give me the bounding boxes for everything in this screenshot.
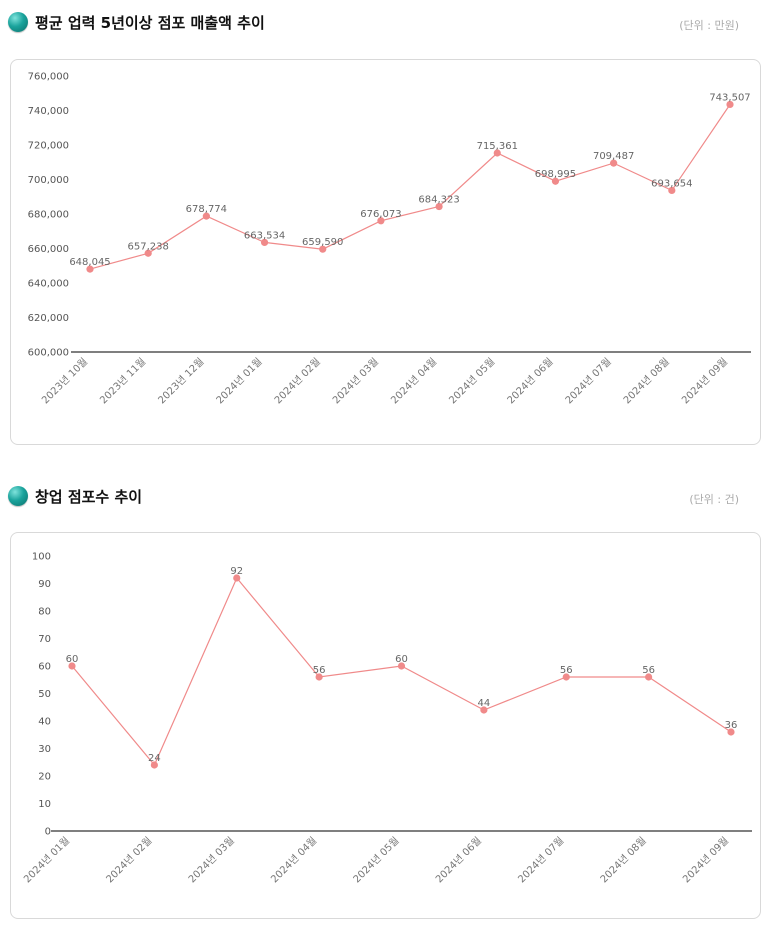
chart1-data-label: 709,487 (593, 151, 634, 162)
chart1-data-point[interactable] (202, 212, 210, 220)
chart2-data-point[interactable] (233, 574, 241, 582)
chart1-panel: 600,000 620,000 640,000 660,000 680,000 700,0… (10, 59, 761, 445)
chart2-y-tick-label: 30 (38, 744, 51, 755)
chart2-y-tick-label: 80 (38, 607, 51, 618)
chart2-data-label: 56 (313, 665, 326, 676)
chart2-data-point[interactable] (397, 662, 406, 670)
chart1-x-tick-label: 2024년 06월 (505, 356, 556, 407)
chart2-y-tick-label: 0 (45, 827, 51, 838)
chart1-series-line (89, 104, 731, 270)
chart1-y-tick-label: 760,000 (28, 72, 69, 83)
chart2-y-tick-label: 70 (38, 634, 51, 645)
chart2-data-point[interactable] (150, 761, 158, 769)
chart2-x-tick-label: 2024년 04월 (269, 835, 320, 886)
chart1-data-point[interactable] (86, 265, 94, 273)
chart1-x-tick-label: 2024년 02월 (272, 356, 323, 407)
chart2-y-tick-label: 100 (32, 552, 51, 563)
chart2-data-point[interactable] (645, 673, 653, 681)
chart2-data-label: 60 (66, 654, 79, 665)
chart2-x-tick-label: 2024년 03월 (186, 835, 237, 886)
section-bullet-icon (8, 486, 28, 506)
chart1-data-label: 743,507 (709, 92, 750, 103)
chart1-y-tick-label: 620,000 (28, 313, 69, 324)
chart2-data-point[interactable] (727, 728, 735, 736)
chart2-data-label: 60 (395, 654, 408, 665)
chart2-data-label: 24 (148, 753, 161, 764)
chart2-data-label: 44 (478, 698, 491, 709)
chart1-header: 평균 업력 5년이상 점포 매출액 추이 (단위 : 만원) (8, 11, 765, 37)
chart2-data-point[interactable] (562, 673, 570, 681)
chart2-data-label: 56 (642, 665, 655, 676)
chart2-panel: 0 10 20 30 40 50 60 70 80 90 100 2024년 01월 2024년 02월… (10, 532, 761, 919)
chart2-x-tick-label: 2024년 02월 (104, 835, 155, 886)
chart2-data-label: 92 (230, 566, 243, 577)
chart1-x-tick-label: 2024년 05월 (447, 356, 498, 407)
chart2-x-tick-label: 2024년 05월 (351, 835, 402, 886)
chart2-unit: (단위 : 건) (689, 493, 739, 506)
chart1-data-label: 693,654 (651, 178, 692, 189)
chart1-data-label: 715,361 (477, 141, 518, 152)
chart2-data-label: 56 (560, 665, 573, 676)
chart1-y-tick-label: 640,000 (28, 279, 69, 290)
chart1-x-tick-label: 2024년 07월 (563, 356, 614, 407)
chart2-data-point[interactable] (68, 662, 76, 670)
chart1-data-label: 663,534 (244, 230, 285, 241)
chart2-y-tick-label: 50 (38, 689, 51, 700)
chart1-data-point[interactable] (668, 186, 676, 195)
chart2-y-tick-label: 60 (38, 662, 51, 673)
chart1-data-label: 678,774 (186, 204, 227, 215)
chart1-data-point[interactable] (610, 159, 618, 167)
chart1-x-tick-label: 2024년 08월 (621, 356, 672, 407)
chart1-x-tick-label: 2024년 03월 (330, 356, 381, 407)
chart1-y-tick-label: 680,000 (28, 210, 69, 221)
chart2-y-tick-label: 10 (38, 799, 51, 810)
chart2-title: 창업 점포수 추이 (35, 488, 143, 506)
chart1-x-tick-label: 2024년 01월 (214, 356, 265, 407)
chart2-data-label: 36 (725, 720, 738, 731)
chart2-data-point[interactable] (480, 706, 488, 714)
chart1-data-point[interactable] (493, 149, 501, 157)
section-bullet-icon (8, 12, 28, 32)
chart2-header: 창업 점포수 추이 (단위 : 건) (8, 485, 765, 511)
chart1-x-tick-label: 2023년 12월 (156, 356, 207, 407)
chart1-y-tick-label: 740,000 (28, 106, 69, 117)
chart1-data-point[interactable] (319, 245, 327, 253)
chart2-y-tick-label: 20 (38, 772, 51, 783)
chart2-data-point[interactable] (315, 673, 323, 681)
chart1-data-point[interactable] (260, 238, 269, 247)
chart2-svg: 0 10 20 30 40 50 60 70 80 90 100 2024년 01월 2024년 02월… (21, 552, 752, 886)
chart1-data-label: 648,045 (69, 257, 110, 268)
chart1-y-tick-label: 600,000 (28, 348, 69, 359)
chart1-data-point[interactable] (377, 217, 385, 225)
chart1-title: 평균 업력 5년이상 점포 매출액 추이 (35, 14, 265, 32)
chart2-x-tick-label: 2024년 07월 (516, 835, 567, 886)
chart1-data-label: 676,073 (360, 209, 401, 220)
chart1-data-point[interactable] (144, 249, 152, 257)
chart1-data-label: 684,323 (418, 195, 459, 206)
chart1-data-point[interactable] (726, 100, 734, 109)
chart1-y-tick-label: 720,000 (28, 141, 69, 152)
chart2-y-tick-label: 40 (38, 717, 51, 728)
chart2-x-tick-label: 2024년 09월 (680, 835, 731, 886)
chart1-data-point[interactable] (435, 202, 443, 211)
chart2-x-tick-label: 2024년 06월 (433, 835, 484, 886)
chart1-x-tick-label: 2024년 09월 (679, 356, 730, 407)
chart1-x-tick-label: 2023년 10월 (39, 356, 90, 407)
chart1-data-label: 698,995 (535, 169, 576, 180)
chart2-y-tick-label: 90 (38, 579, 51, 590)
chart1-svg: 600,000 620,000 640,000 660,000 680,000 700,0… (28, 72, 751, 407)
chart1-data-label: 657,238 (128, 241, 169, 252)
chart2-x-tick-label: 2024년 01월 (21, 835, 72, 886)
chart1-data-point[interactable] (551, 177, 560, 185)
chart1-x-tick-label: 2024년 04월 (388, 356, 439, 407)
chart1-y-tick-label: 660,000 (28, 244, 69, 255)
chart1-data-label: 659,590 (302, 237, 343, 248)
chart2-x-tick-label: 2024년 08월 (598, 835, 649, 886)
chart1-unit: (단위 : 만원) (679, 19, 739, 32)
chart2-series-line (71, 576, 732, 767)
chart1-x-tick-label: 2023년 11월 (98, 356, 149, 407)
chart1-y-tick-label: 700,000 (28, 175, 69, 186)
